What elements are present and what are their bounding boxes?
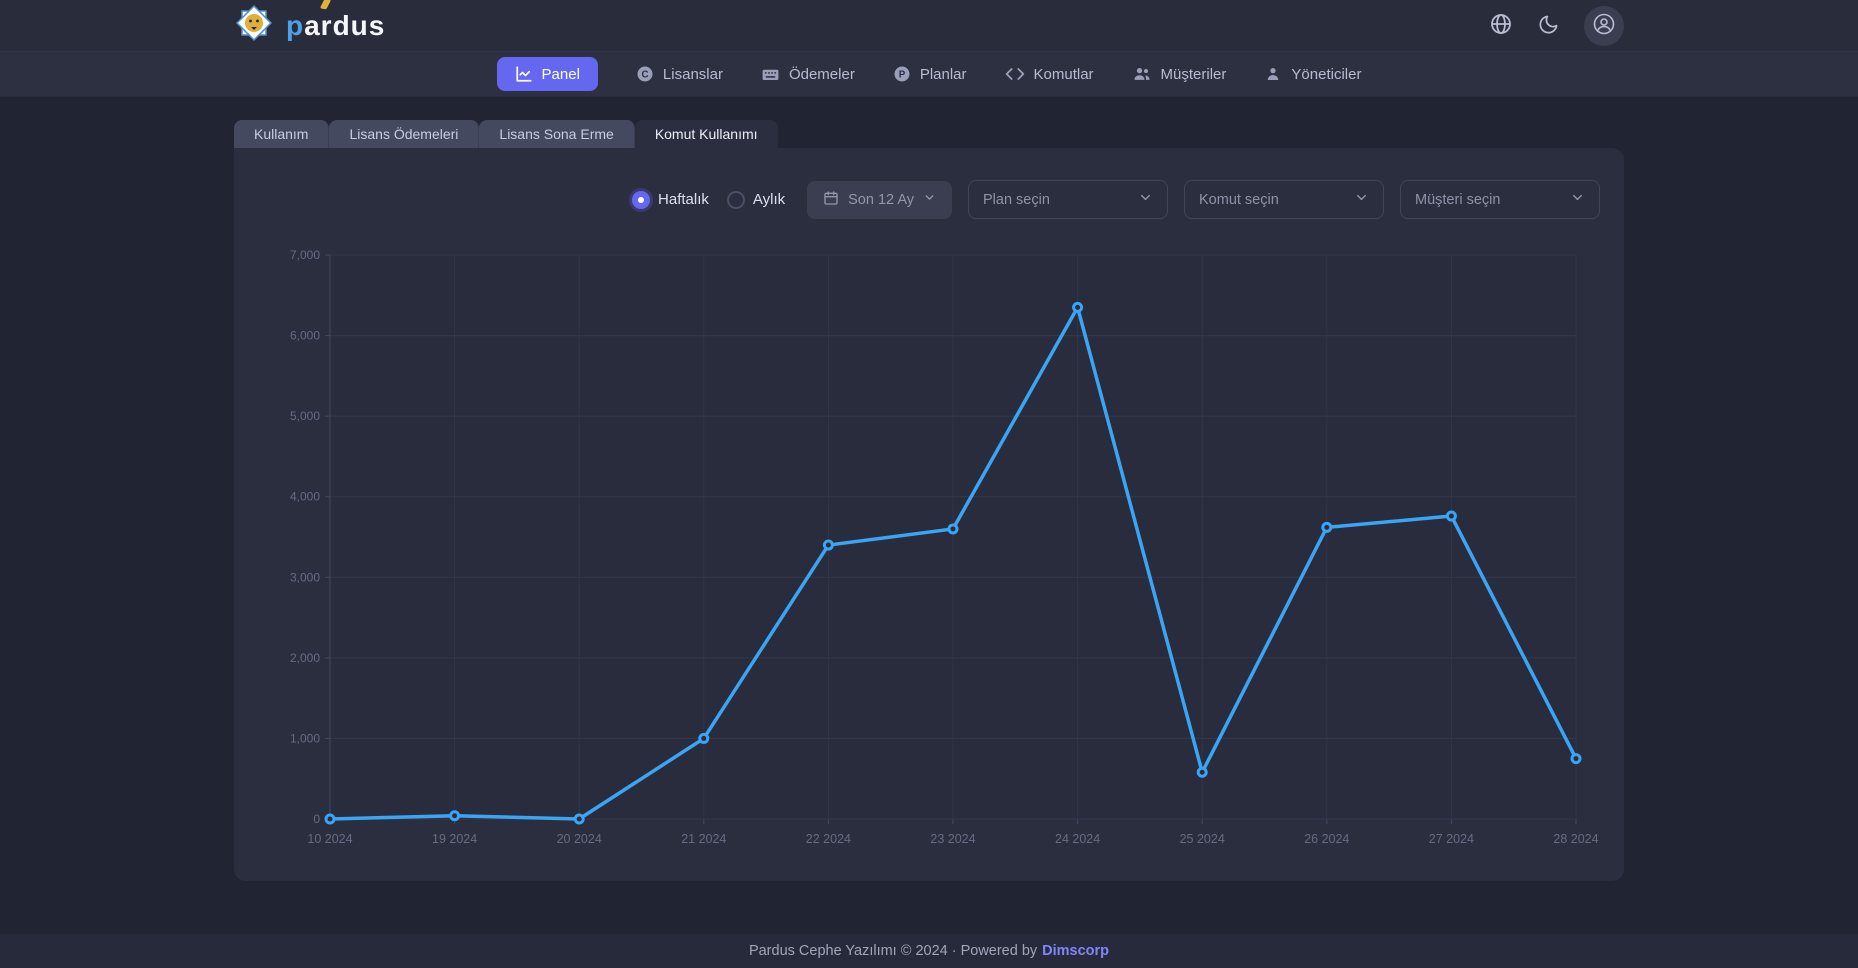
radio-dot-icon	[726, 190, 745, 209]
command-select[interactable]: Komut seçin	[1184, 180, 1384, 219]
date-range-label: Son 12 Ay	[848, 191, 914, 208]
nav-label: Panel	[541, 65, 580, 83]
admin-user-icon	[1264, 65, 1282, 83]
language-globe-button[interactable]	[1489, 12, 1513, 39]
nav-label: Müşteriler	[1160, 65, 1227, 83]
svg-text:C: C	[641, 69, 648, 80]
plan-p-icon: P	[893, 65, 911, 83]
svg-text:10 2024: 10 2024	[307, 832, 352, 846]
users-icon	[1132, 64, 1152, 84]
chevron-down-icon	[1138, 190, 1153, 209]
svg-text:19 2024: 19 2024	[432, 832, 477, 846]
app-footer: Pardus Cephe Yazılımı © 2024 · Powered b…	[0, 934, 1858, 968]
svg-text:0: 0	[313, 812, 320, 826]
tab-kullanim[interactable]: Kullanım	[234, 120, 330, 148]
tab-komut-kullanimi[interactable]: Komut Kullanımı	[634, 120, 778, 148]
chart-card: Haftalık Aylık Son 12 Ay P	[234, 148, 1624, 881]
radio-label: Aylık	[752, 191, 786, 208]
nav-label: Komutlar	[1033, 65, 1094, 83]
content-area: Kullanım Lisans Ödemeleri Lisans Sona Er…	[234, 120, 1624, 881]
plan-select[interactable]: Plan seçin	[968, 180, 1168, 219]
svg-text:22 2024: 22 2024	[806, 832, 851, 846]
period-radio-group: Haftalık Aylık	[632, 190, 786, 209]
keyboard-icon	[761, 65, 780, 84]
radio-aylik[interactable]: Aylık	[726, 190, 786, 209]
brand-logo[interactable]: pardus	[234, 0, 386, 48]
brand-wordmark: pardus	[286, 9, 386, 41]
nav-item-musteriler[interactable]: Müşteriler	[1132, 64, 1227, 84]
svg-text:1,000: 1,000	[290, 731, 320, 745]
chart-controls: Haftalık Aylık Son 12 Ay P	[258, 180, 1600, 219]
code-icon	[1005, 64, 1025, 84]
svg-text:27 2024: 27 2024	[1429, 832, 1474, 846]
nav-item-odemeler[interactable]: Ödemeler	[761, 65, 855, 84]
nav-label: Lisanslar	[662, 65, 723, 83]
customer-select[interactable]: Müşteri seçin	[1400, 180, 1600, 219]
usage-line-chart: 10 2024 19 2024 20 2024 21 2024 22 2024 23 20…	[290, 248, 1599, 846]
svg-text:23 2024: 23 2024	[930, 832, 975, 846]
main-nav: Panel C Lisanslar Ödemeler	[0, 52, 1858, 97]
radio-label: Haftalık	[658, 191, 709, 208]
nav-item-lisanslar[interactable]: C Lisanslar	[636, 65, 723, 83]
theme-toggle-button[interactable]	[1537, 13, 1560, 39]
chevron-down-icon	[1354, 190, 1369, 209]
nav-label: Planlar	[919, 65, 967, 83]
chart-area: 10 2024 19 2024 20 2024 21 2024 22 2024 23 20…	[258, 243, 1600, 855]
svg-text:7,000: 7,000	[290, 248, 320, 262]
svg-text:4,000: 4,000	[290, 490, 320, 504]
moon-icon	[1537, 13, 1560, 39]
footer-text: Pardus Cephe Yazılımı © 2024 · Powered b…	[748, 943, 1038, 959]
plan-select-placeholder: Plan seçin	[983, 191, 1050, 208]
date-range-button[interactable]: Son 12 Ay	[807, 180, 952, 219]
svg-text:21 2024: 21 2024	[681, 832, 726, 846]
svg-text:6,000: 6,000	[290, 329, 320, 343]
user-circle-icon	[1592, 12, 1616, 39]
pardus-emblem-icon	[234, 3, 274, 48]
chevron-down-icon	[1570, 190, 1585, 209]
svg-text:P: P	[899, 69, 906, 80]
svg-text:26 2024: 26 2024	[1304, 832, 1349, 846]
tab-lisans-sona-erme[interactable]: Lisans Sona Erme	[479, 120, 635, 148]
chart-tab-bar: Kullanım Lisans Ödemeleri Lisans Sona Er…	[234, 120, 1624, 148]
footer-link[interactable]: Dimscorp	[1042, 943, 1110, 959]
calendar-icon	[823, 190, 839, 210]
tab-lisans-odemeleri[interactable]: Lisans Ödemeleri	[329, 120, 480, 148]
app-header: pardus	[0, 0, 1858, 52]
svg-text:3,000: 3,000	[290, 570, 320, 584]
nav-label: Ödemeler	[788, 65, 855, 83]
nav-item-yoneticiler[interactable]: Yöneticiler	[1264, 65, 1361, 83]
customer-select-placeholder: Müşteri seçin	[1415, 191, 1501, 208]
nav-label: Yöneticiler	[1291, 65, 1362, 83]
chevron-down-icon	[923, 191, 936, 208]
nav-item-komutlar[interactable]: Komutlar	[1005, 64, 1094, 84]
license-c-icon: C	[636, 65, 654, 83]
nav-item-planlar[interactable]: P Planlar	[893, 65, 967, 83]
svg-text:20 2024: 20 2024	[557, 832, 602, 846]
user-menu-button[interactable]	[1584, 5, 1624, 46]
line-chart-icon	[515, 65, 533, 83]
svg-text:5,000: 5,000	[290, 409, 320, 423]
svg-text:24 2024: 24 2024	[1055, 832, 1100, 846]
radio-haftalik[interactable]: Haftalık	[632, 190, 709, 209]
brand-accent-mark	[320, 0, 332, 10]
svg-text:25 2024: 25 2024	[1180, 832, 1225, 846]
command-select-placeholder: Komut seçin	[1199, 191, 1279, 208]
svg-text:28 2024: 28 2024	[1553, 832, 1598, 846]
globe-icon	[1489, 12, 1513, 39]
svg-text:2,000: 2,000	[290, 651, 320, 665]
nav-item-panel[interactable]: Panel	[496, 57, 598, 91]
radio-dot-selected-icon	[632, 190, 651, 209]
